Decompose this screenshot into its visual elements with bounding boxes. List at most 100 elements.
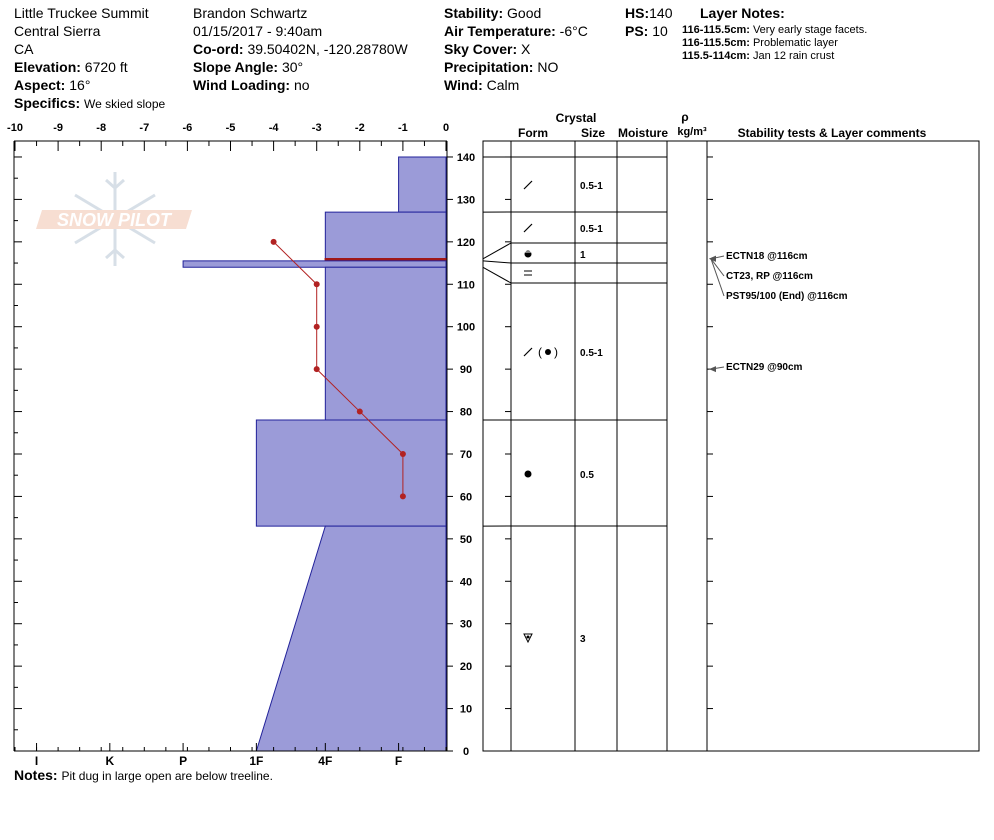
wind: Wind: Calm [444,76,519,94]
notes-label: Notes: [14,767,58,783]
aspect-value: 16° [69,77,91,93]
size-header: Size [581,126,605,140]
coord-label: Co-ord: [193,41,244,57]
coordinates: Co-ord: 39.50402N, -120.28780W [193,40,408,58]
stability: Stability: Good [444,4,541,22]
layer-table: 0.5-1 0.5-1 1 () 0.5-1 0.5 3 ECTN18 @116cm CT23,… [482,140,980,752]
coord-value: 39.50402N, -120.28780W [247,41,408,57]
ps-value: 10 [652,23,668,39]
arrow-icon [709,255,716,262]
crystal-size: 0.5 [580,470,594,481]
slope-angle: Slope Angle: 30° [193,58,303,76]
stability-label: Stability: [444,5,504,21]
temp-tick-label: -5 [226,122,236,134]
sky-cover: Sky Cover: X [444,40,530,58]
hardness-layer [255,419,447,527]
aspect-label: Aspect: [14,77,66,93]
air-temp-value: -6°C [559,23,588,39]
temperature-point [313,281,320,288]
crystal-crust-icon [523,250,533,258]
hardness-tick-label: 1F [249,754,263,768]
crystal-slash-dot-icon: () [523,345,558,359]
elevation: Elevation: 6720 ft [14,58,128,76]
svg-text:(: ( [538,345,542,359]
crystal-equals-icon [524,270,532,276]
crystal-size: 3 [580,634,586,645]
temp-tick-label: -9 [53,122,63,134]
depth-tick-label: 30 [460,619,472,631]
air-temperature: Air Temperature: -6°C [444,22,588,40]
stability-test-label: ECTN18 @116cm [726,251,808,262]
temp-tick-label: -7 [139,122,149,134]
temp-tick-label: -1 [398,122,408,134]
hardness-tick-label: K [105,754,114,768]
snowpilot-logo: SNOW PILOT [36,172,192,266]
temperature-point [399,450,406,457]
temp-tick-label: -8 [96,122,106,134]
depth-tick-label: 60 [460,491,472,503]
layer-notes-title: Layer Notes: [700,5,785,21]
specifics-value: We skied slope [84,97,166,111]
depth-tick-label: 130 [457,194,475,206]
table-connector [482,260,512,264]
moisture-header: Moisture [618,126,668,140]
temp-tick-label: -4 [269,122,280,134]
temperature-point [313,323,320,330]
wind-loading: Wind Loading: no [193,76,310,94]
depth-tick-label: 90 [460,364,472,376]
stability-test: ECTN18 @116cm [709,251,808,262]
stability-test-label: PST95/100 (End) @116cm [726,291,848,302]
specifics: Specifics: We skied slope [14,94,165,113]
air-temp-label: Air Temperature: [444,23,556,39]
depth-tick-label: 80 [460,407,472,419]
depth-tick-label: 110 [457,279,475,291]
slope-value: 30° [281,59,304,75]
temp-tick-label: -3 [312,122,322,134]
stability-comments-header: Stability tests & Layer comments [738,126,927,140]
depth-tick-label: 50 [460,534,472,546]
sky-label: Sky Cover: [444,41,518,57]
crystal-size: 0.5-1 [580,348,603,359]
crystal-dot-icon [524,470,532,478]
stability-leader [710,258,725,277]
stability-test: ECTN29 @90cm [709,362,803,373]
arrow-icon [709,366,716,373]
temperature-point [313,366,320,373]
form-header: Form [518,126,548,140]
logo-text: SNOW PILOT [57,210,173,230]
region: Central Sierra [14,23,101,39]
hs-label: HS: [625,5,650,21]
precipitation: Precipitation: NO [444,58,558,76]
ps: PS: 10 [625,22,668,40]
sky-value: X [521,41,531,57]
chart-axes: -10 -9 -8 -7 -6 -5 -4 -3 -2 -1 0010203040506070809… [7,122,475,768]
crystal-slash-icon [523,180,533,190]
datetime: 01/15/2017 - 9:40am [193,23,323,39]
table-connector [482,242,512,260]
stability-value: Good [507,5,542,21]
hardness-layer [324,211,447,260]
temperature-point [356,408,363,415]
depth-tick-label: 10 [460,704,472,716]
temperature-point [399,493,406,500]
depth-tick-label: 0 [463,746,469,758]
notes: Notes: Pit dug in large open are below t… [14,766,273,785]
crystal-size: 0.5-1 [580,224,603,235]
slope-label: Slope Angle: [193,59,279,75]
depth-tick-label: 100 [457,322,475,334]
depth-tick-label: 120 [457,237,475,249]
stability-test-label: CT23, RP @116cm [726,271,813,282]
temp-tick-label: -6 [183,122,193,134]
observer: Brandon Schwartz [193,5,308,21]
hardness-layer [255,525,447,752]
precip-label: Precipitation: [444,59,534,75]
table-connector [482,266,512,284]
state: CA [14,41,34,57]
specifics-label: Specifics: [14,95,81,111]
temp-tick-label: -2 [355,122,365,134]
hs: HS:140 [625,4,672,22]
layer-note: 116-115.5cm: Problematic layer [682,37,838,49]
logo-banner [36,210,192,229]
layer-note: 116-115.5cm: Very early stage facets. [682,24,868,36]
